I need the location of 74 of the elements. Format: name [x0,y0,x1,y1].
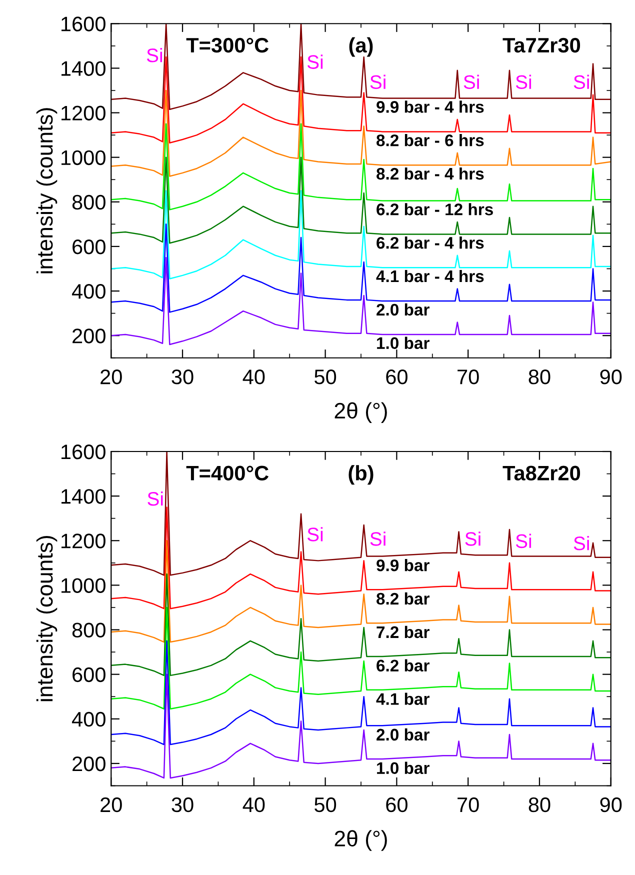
x-tick-label: 70 [458,370,479,384]
y-tick-label: 600 [72,667,106,682]
series-label: 2.0 bar [376,728,430,741]
x-tick-label: 60 [386,797,408,812]
annotation: Ta7Zr30 [502,38,580,53]
x-tick-label: 30 [172,370,194,384]
y-tick-label: 200 [72,756,106,772]
y-tick-label: 1600 [62,444,106,460]
y-tick-label: 600 [72,239,106,254]
x-tick-label: 80 [528,370,550,384]
annotation: T=400°C [186,466,269,480]
annotation: Si [146,48,162,62]
series-label: 2.0 bar [376,303,430,316]
y-tick-label: 1200 [62,534,106,548]
y-tick-label: 1400 [62,61,106,76]
x-tick-label: 70 [458,797,479,812]
annotation: (b) [348,465,374,485]
series-label: 6.2 bar [376,659,430,672]
line-series [111,506,611,610]
series-label: 6.2 bar - 12 hrs [376,203,493,216]
series-label: 8.2 bar - 4 hrs [376,167,484,180]
y-axis-title: intensity (counts) [36,536,58,702]
annotation: (a) [349,37,373,57]
series-label: 8.2 bar - 6 hrs [376,134,484,146]
y-tick-label: 400 [72,712,106,727]
y-axis-title: intensity (counts) [36,108,58,274]
y-tick-label: 1400 [62,489,106,504]
x-tick-label: 30 [172,797,194,812]
annotation: Ta8Zr20 [502,466,580,480]
x-tick-label: 20 [100,370,122,384]
annotation: Si [148,491,163,506]
x-tick-label: 60 [386,370,408,384]
x-tick-label: 90 [600,370,622,384]
series-label: 1.0 bar [377,762,430,774]
x-axis-title: 2θ (°) [334,830,387,851]
annotation: Si [307,54,323,69]
y-tick-label: 1000 [62,578,106,593]
annotation: Si [574,74,589,90]
line-series [111,573,611,676]
series-label: 9.9 bar - 4 hrs [376,100,484,113]
line-series [111,640,611,746]
series-label: 4.1 bar [376,692,430,705]
y-tick-label: 1600 [62,16,106,32]
x-tick-label: 80 [528,797,550,812]
y-tick-label: 1000 [62,150,106,166]
x-tick-label: 40 [242,370,265,384]
series-label: 4.1 bar - 4 hrs [376,270,484,282]
line-series [111,674,611,779]
line-series [111,606,611,710]
annotation: T=300°C [186,38,269,53]
series-label: 8.2 bar [376,592,430,605]
x-axis-title: 2θ (°) [334,402,387,423]
y-tick-label: 800 [72,194,106,210]
y-tick-label: 800 [72,622,106,638]
y-tick-label: 200 [72,328,106,344]
series-label: 7.2 bar [376,626,430,638]
annotation: Si [574,536,589,550]
x-tick-label: 90 [600,797,622,812]
annotation: Si [464,74,479,90]
series-label: 9.9 bar [376,559,430,572]
annotation: Si [516,74,532,90]
annotation: Si [370,532,386,546]
annotation: Si [307,527,323,542]
x-tick-label: 20 [100,797,122,812]
annotation: Si [370,74,386,90]
annotation: Si [465,532,480,546]
x-tick-label: 50 [314,797,336,812]
series-label: 1.0 bar [377,336,430,350]
y-tick-label: 400 [72,284,106,299]
x-tick-label: 50 [314,370,336,384]
series-label: 6.2 bar - 4 hrs [376,236,484,249]
y-tick-label: 1200 [62,106,106,121]
x-tick-label: 40 [242,797,265,812]
annotation: Si [516,534,532,548]
